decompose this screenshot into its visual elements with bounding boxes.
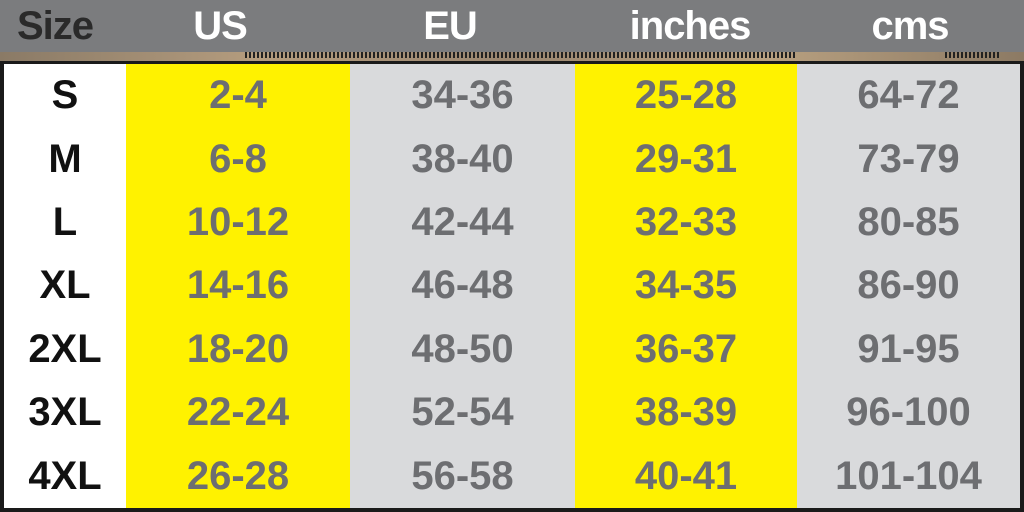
cell-inches: 36-37 xyxy=(634,326,738,371)
cell-cms: 86-90 xyxy=(857,263,960,308)
cell-inches: 40-41 xyxy=(634,453,738,498)
cell-size: S xyxy=(51,73,79,118)
cell-size: 2XL xyxy=(28,326,102,371)
cell-eu: 52-54 xyxy=(411,390,514,435)
cell-eu: 34-36 xyxy=(411,73,514,118)
cell-cms: 80-85 xyxy=(857,200,960,245)
size-table: S M L XL 2XL 3XL 4XL 2-4 6-8 10-12 14-16 18-20 22-24… xyxy=(4,64,1020,508)
column-cms: 64-72 73-79 80-85 86-90 91-95 96-100 101-104 xyxy=(797,64,1020,508)
cell-us: 10-12 xyxy=(186,200,290,245)
cell-size: L xyxy=(52,200,78,245)
cell-size: 4XL xyxy=(28,453,102,498)
cell-cms: 64-72 xyxy=(857,73,960,118)
cell-eu: 42-44 xyxy=(411,200,514,245)
column-us: 2-4 6-8 10-12 14-16 18-20 22-24 26-28 xyxy=(126,64,350,508)
header-cms: cms xyxy=(871,4,949,48)
cell-us: 14-16 xyxy=(186,263,290,308)
header-us: US xyxy=(193,4,248,48)
cell-inches: 25-28 xyxy=(634,73,738,118)
cell-eu: 56-58 xyxy=(411,453,514,498)
column-eu: 34-36 38-40 42-44 46-48 48-50 52-54 56-58 xyxy=(350,64,575,508)
cell-inches: 34-35 xyxy=(634,263,738,308)
cell-us: 6-8 xyxy=(209,136,267,181)
cell-cms: 101-104 xyxy=(835,453,982,498)
header-inches: inches xyxy=(629,4,752,48)
cell-eu: 46-48 xyxy=(411,263,514,308)
cell-cms: 91-95 xyxy=(857,326,960,371)
cell-inches: 32-33 xyxy=(634,200,738,245)
cell-inches: 38-39 xyxy=(634,390,738,435)
column-inches: 25-28 29-31 32-33 34-35 36-37 38-39 40-41 xyxy=(575,64,797,508)
header-size: Size xyxy=(16,4,94,48)
cell-eu: 38-40 xyxy=(411,136,514,181)
header-eu: EU xyxy=(423,4,478,48)
cell-size: M xyxy=(48,136,82,181)
cell-cms: 73-79 xyxy=(857,136,960,181)
cell-size: 3XL xyxy=(28,390,102,435)
cell-inches: 29-31 xyxy=(634,136,738,181)
cell-cms: 96-100 xyxy=(846,390,971,435)
decorative-dots xyxy=(945,52,1000,58)
cell-eu: 48-50 xyxy=(411,326,514,371)
column-size: S M L XL 2XL 3XL 4XL xyxy=(4,64,126,508)
decorative-dots xyxy=(245,52,795,58)
table-header: Size US EU inches cms xyxy=(0,0,1024,52)
cell-us: 18-20 xyxy=(186,326,290,371)
cell-us: 2-4 xyxy=(209,73,267,118)
cell-us: 26-28 xyxy=(186,453,290,498)
cell-size: XL xyxy=(39,263,91,308)
cell-us: 22-24 xyxy=(186,390,290,435)
